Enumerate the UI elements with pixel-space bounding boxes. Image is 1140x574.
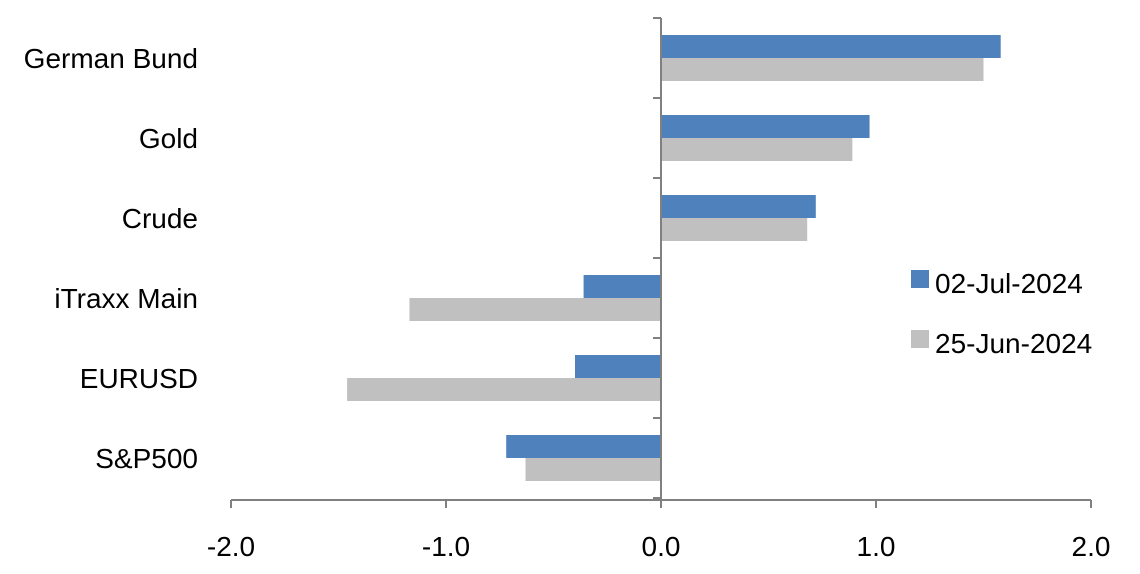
bar-series2: [347, 378, 661, 401]
category-label: German Bund: [24, 43, 198, 74]
bar-series2: [525, 458, 661, 481]
bar-series1: [661, 35, 1001, 58]
category-label: iTraxx Main: [54, 283, 198, 314]
bar-series2: [661, 58, 984, 81]
legend-label: 02-Jul-2024: [935, 268, 1083, 299]
x-tick-label: 0.0: [642, 531, 681, 562]
bar-series1: [661, 195, 816, 218]
category-label: Crude: [122, 203, 198, 234]
category-label: S&P500: [95, 443, 198, 474]
bar-series1: [575, 355, 661, 378]
bar-series1: [661, 115, 870, 138]
x-tick-label: -2.0: [207, 531, 255, 562]
x-tick-label: -1.0: [422, 531, 470, 562]
category-label: Gold: [139, 123, 198, 154]
legend-swatch: [911, 330, 929, 348]
x-tick-label: 2.0: [1072, 531, 1111, 562]
bar-series1: [506, 435, 661, 458]
bar-series1: [583, 275, 661, 298]
x-tick-label: 1.0: [857, 531, 896, 562]
bar-series2: [661, 138, 853, 161]
legend-label: 25-Jun-2024: [935, 328, 1092, 359]
bar-series2: [409, 298, 661, 321]
category-label: EURUSD: [80, 363, 198, 394]
bar-series2: [661, 218, 808, 241]
legend-swatch: [911, 270, 929, 288]
